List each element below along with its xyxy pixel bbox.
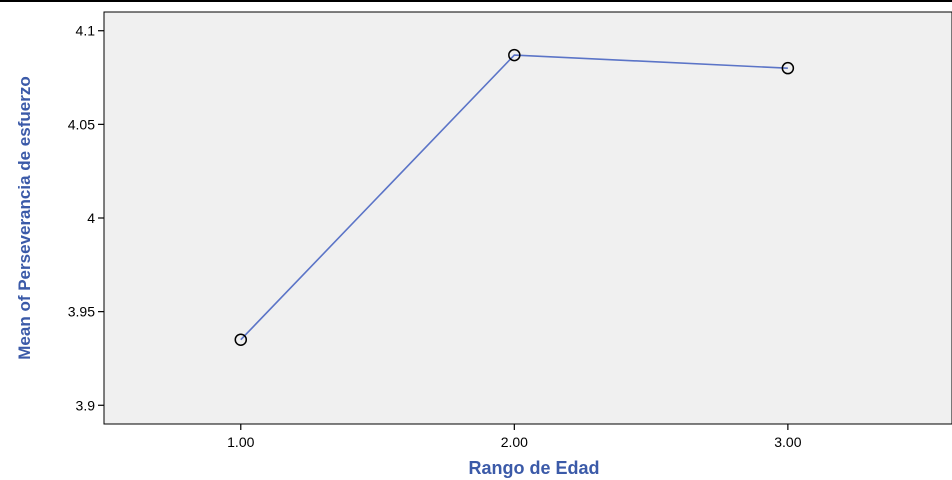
x-axis-title: Rango de Edad: [468, 458, 599, 478]
y-tick-label: 4.1: [76, 23, 96, 39]
data-point-marker: [508, 48, 521, 62]
y-tick-label: 4.05: [68, 116, 95, 132]
x-axis-ticks: 1.00 2.00 3.00: [227, 424, 802, 450]
x-tick-label: 2.00: [501, 434, 528, 450]
series-line: [240, 54, 788, 341]
y-axis-title: Mean of Perseverancia de esfuerzo: [15, 76, 34, 359]
data-point-marker: [781, 61, 795, 75]
y-tick-label: 3.95: [68, 304, 95, 320]
y-tick-label: 4: [87, 210, 95, 226]
y-axis-ticks: 3.9 3.95 4 4.05 4.1: [68, 23, 104, 413]
data-point-marker: [234, 333, 248, 346]
y-tick-label: 3.9: [76, 397, 96, 413]
series-group: [234, 48, 795, 346]
plot-area: [103, 11, 952, 425]
x-tick-label: 3.00: [774, 434, 801, 450]
x-tick-label: 1.00: [227, 434, 254, 450]
top-border: [0, 0, 952, 2]
